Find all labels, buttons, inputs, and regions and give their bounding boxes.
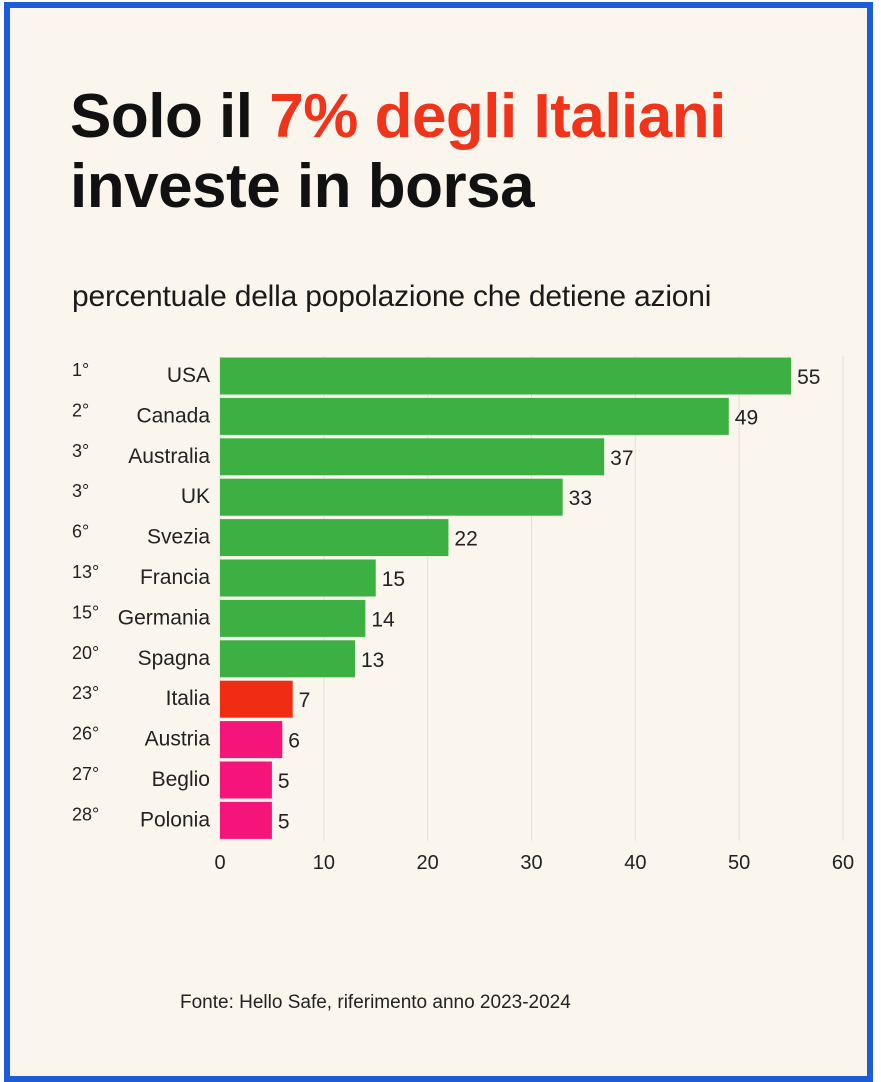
bar-germania [220, 599, 366, 637]
data-label: 5 [278, 810, 290, 833]
page-title: Solo il 7% degli Italiani investe in bors… [70, 82, 726, 222]
data-label: 14 [371, 608, 395, 631]
rank-label: 26° [72, 724, 99, 744]
x-tick-label: 40 [624, 852, 646, 874]
chart-subtitle: percentuale della popolazione che detien… [72, 280, 712, 313]
rank-label: 6° [72, 522, 89, 542]
data-label: 37 [610, 447, 633, 470]
rank-label: 3° [72, 441, 89, 461]
infographic-card: Solo il 7% degli Italiani investe in bors… [4, 2, 873, 1082]
bar-svezia [220, 519, 449, 557]
rank-label: 15° [72, 602, 99, 622]
source-note: Fonte: Hello Safe, riferimento anno 2023… [180, 992, 571, 1013]
bar-australia [220, 438, 605, 476]
title-line2: investe in borsa [70, 152, 535, 221]
category-label: Francia [140, 566, 210, 589]
rank-label: 28° [72, 804, 99, 824]
data-label: 33 [569, 487, 592, 510]
category-label: Polonia [140, 808, 210, 831]
x-tick-label: 20 [417, 852, 439, 874]
rank-label: 23° [72, 683, 99, 703]
x-tick-label: 10 [313, 852, 335, 874]
category-label: Svezia [147, 526, 210, 549]
bar-chart: 0 10 20 30 40 50 601° USA 552° Canada 493° Australi… [72, 356, 854, 874]
bar-uk [220, 478, 563, 516]
bar-spagna [220, 640, 355, 678]
rank-label: 1° [72, 360, 89, 380]
data-label: 22 [454, 528, 477, 551]
category-label: Beglio [152, 768, 210, 791]
bar-beglio [220, 761, 272, 799]
bar-francia [220, 559, 376, 597]
rank-label: 20° [72, 643, 99, 663]
rank-label: 27° [72, 764, 99, 784]
rank-label: 3° [72, 481, 89, 501]
bar-italia [220, 680, 293, 718]
category-label: Austria [145, 728, 211, 751]
title-highlight: 7% degli Italiani [269, 82, 726, 151]
category-label: Spagna [138, 647, 211, 670]
x-tick-label: 50 [728, 852, 750, 874]
bar-usa [220, 357, 792, 395]
data-label: 7 [299, 689, 311, 712]
data-label: 13 [361, 649, 384, 672]
data-label: 55 [797, 366, 820, 389]
data-label: 49 [735, 406, 758, 429]
title-part1: Solo il [70, 82, 270, 151]
category-label: Australia [128, 445, 210, 468]
bar-polonia [220, 801, 272, 839]
data-label: 5 [278, 770, 290, 793]
x-tick-label: 0 [214, 852, 225, 874]
data-label: 6 [288, 730, 300, 753]
category-label: Italia [166, 687, 211, 710]
category-label: Canada [136, 404, 210, 427]
category-label: Germania [118, 606, 211, 629]
x-tick-label: 60 [832, 852, 854, 874]
rank-label: 2° [72, 400, 89, 420]
rank-label: 13° [72, 562, 99, 582]
bar-austria [220, 721, 283, 759]
bar-canada [220, 397, 729, 435]
x-tick-label: 30 [520, 852, 542, 874]
category-label: UK [181, 485, 210, 508]
category-label: USA [167, 364, 210, 387]
data-label: 15 [382, 568, 405, 591]
